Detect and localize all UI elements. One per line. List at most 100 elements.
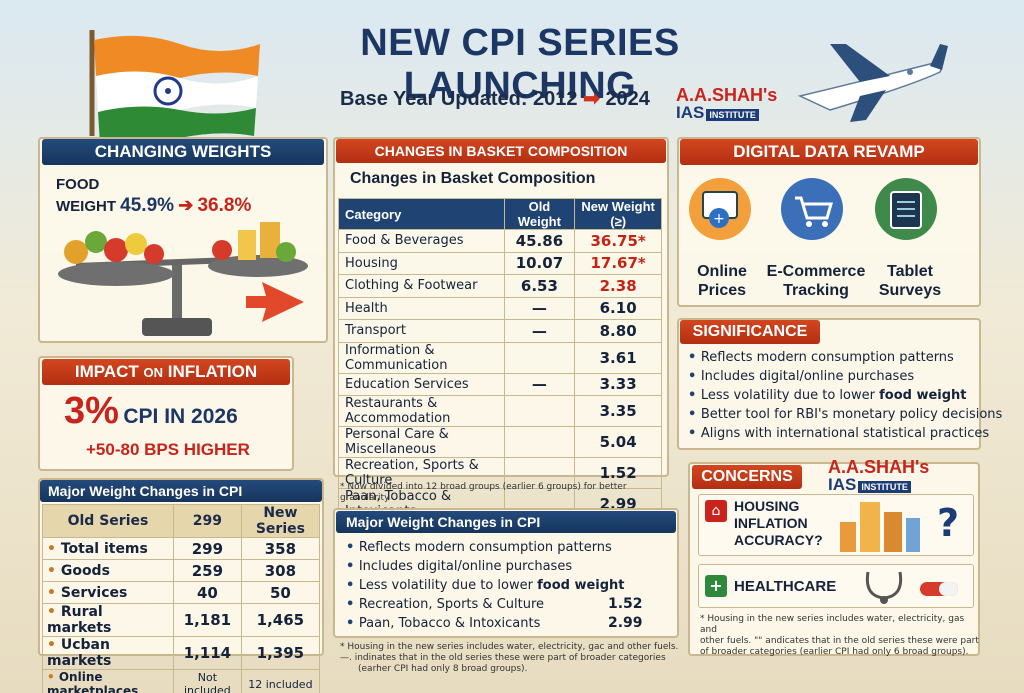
table-row: Information & Communication 3.61 [338, 341, 662, 374]
table-header-row: Old Series 299 New Series [42, 504, 321, 538]
row-old: 1,181 [172, 603, 242, 637]
table-row: Food & Beverages 45.86 36.75* [338, 229, 662, 253]
row-category: Personal Care & Miscellaneous [338, 426, 505, 458]
table-row: Restaurants & Accommodation 3.35 [338, 395, 662, 427]
tablet-line2: Surveys [878, 282, 942, 299]
svg-text:?: ? [937, 501, 959, 545]
list-item-text: Recreation, Sports & Culture [358, 597, 545, 612]
india-flag-icon [89, 30, 260, 138]
balance-scale-illustration [58, 222, 308, 336]
tablet-line1: Tablet [887, 263, 933, 280]
row-old: 259 [172, 559, 242, 582]
col-new-weight: New Weight (≥) [574, 198, 662, 230]
tablet-survey-icon [875, 178, 937, 240]
row-old [503, 457, 576, 489]
major-weight-center-title: Major Weight Changes in CPI [336, 511, 676, 533]
food-label: FOOD [56, 176, 100, 193]
healthcare-text: HEALTHCARE [734, 578, 837, 595]
concerns-logo-line1: A.A.SHAH's [828, 457, 930, 477]
stethoscope-pills-icon [865, 571, 958, 604]
row-label: Rural markets [42, 603, 174, 637]
basket-header-bar: CHANGES IN BASKET COMPOSITION [336, 139, 666, 163]
row-old [503, 426, 576, 458]
basket-subtitle: Changes in Basket Composition [350, 170, 596, 187]
housing-concern-card [698, 494, 974, 556]
row-old: 6.53 [503, 274, 576, 298]
row-category: Food & Beverages [338, 229, 505, 253]
housing-line2: INFLATION [734, 515, 808, 531]
list-item-value: 1.52 [608, 596, 643, 612]
col-new-series: New Series [240, 504, 321, 538]
major-weight-center-list: Reflects modern consumption patterns Inc… [346, 538, 666, 633]
concerns-footnote-3: of broader categories (earlier CPI had o… [700, 647, 969, 657]
table-row: Health —6.10 [338, 296, 662, 320]
row-new: 1,395 [240, 636, 321, 670]
housing-line3: ACCURACY? [734, 532, 823, 548]
list-item: Reflects modern consumption patterns [688, 348, 978, 367]
weight-label: WEIGHT [56, 198, 116, 215]
row-old: — [503, 372, 576, 396]
page-title: NEW CPI SERIES LAUNCHING [360, 22, 680, 107]
table-row: Personal Care & Miscellaneous 5.04 [338, 426, 662, 458]
table-row: Transport —8.80 [338, 319, 662, 343]
row-category: Transport [338, 319, 505, 343]
list-item-text: Reflects modern consumption patterns [358, 540, 612, 555]
list-item: Reflects modern consumption patterns [346, 538, 666, 557]
tablet-caption: Tablet Surveys [870, 262, 950, 300]
row-old [503, 341, 576, 374]
table-row: Recreation, Sports & Culture 1.52 [338, 457, 662, 489]
list-item: Less volatility due to lower food weight [688, 386, 978, 405]
concerns-footnote-2: other fuels. "" andicates that in the ol… [700, 636, 979, 646]
row-old: 1,114 [172, 636, 242, 670]
list-item-text: Includes digital/online purchases [358, 559, 573, 574]
cpi-percent: 3% [64, 390, 119, 432]
ecommerce-cart-icon [781, 178, 843, 240]
logo-line1: A.A.SHAH's [676, 85, 778, 105]
row-new: 50 [240, 581, 321, 604]
digital-title: DIGITAL DATA REVAMP [680, 139, 978, 165]
row-new-value: 36.75 [590, 231, 638, 250]
row-new: 3.33 [574, 372, 662, 396]
row-label: Ucban markets [42, 636, 174, 670]
row-new: 308 [240, 559, 321, 582]
online-prices-caption: Online Prices [682, 262, 762, 300]
online-prices-line1: Online [697, 263, 747, 280]
airplane-icon [797, 44, 948, 122]
row-category: Housing [338, 251, 505, 275]
row-new: 3.61 [574, 341, 662, 374]
significance-list: Reflects modern consumption patterns Inc… [688, 348, 1002, 443]
row-old: Not included [172, 669, 242, 693]
table-header-row: Category Old Weight New Weight (≥) [338, 198, 662, 230]
food-weight-label: FOOD WEIGHT 45.9% ➔ 36.8% [56, 176, 251, 217]
row-category: Clothing & Footwear [338, 274, 505, 298]
subtitle-prefix: Base Year Updated: 2012 [340, 88, 578, 110]
col-count: 299 [172, 504, 242, 538]
row-old: — [503, 296, 576, 320]
impact-title-c: INFLATION [167, 362, 258, 381]
row-new-value: 17.67 [590, 254, 638, 273]
row-label: Services [42, 581, 174, 604]
institute-logo: A.A.SHAH's IAS INSTITUTE [676, 86, 777, 121]
row-old: 10.07 [503, 251, 576, 275]
row-old [503, 395, 576, 427]
impact-title-b: ON [143, 365, 164, 380]
weight-arrow: ➔ [178, 195, 194, 215]
basket-table: Category Old Weight New Weight (≥) Food … [338, 198, 662, 520]
cpi-year: CPI IN 2026 [123, 405, 238, 428]
row-category: Information & Communication [338, 341, 505, 374]
bps-higher: +50-80 BPS HIGHER [86, 440, 250, 459]
concerns-title: CONCERNS [692, 465, 802, 489]
list-item: Includes digital/online purchases [346, 557, 666, 576]
row-new: 12 included [240, 669, 321, 693]
list-item: Aligns with international statistical pr… [688, 424, 989, 443]
subtitle-arrow: ➡ [583, 88, 600, 110]
row-new: 6.10 [574, 296, 662, 320]
row-new-mark: * [637, 231, 646, 250]
basket-footnote: * Now divided into 12 broad groups (earl… [340, 482, 627, 503]
row-label: Total items [42, 537, 174, 560]
